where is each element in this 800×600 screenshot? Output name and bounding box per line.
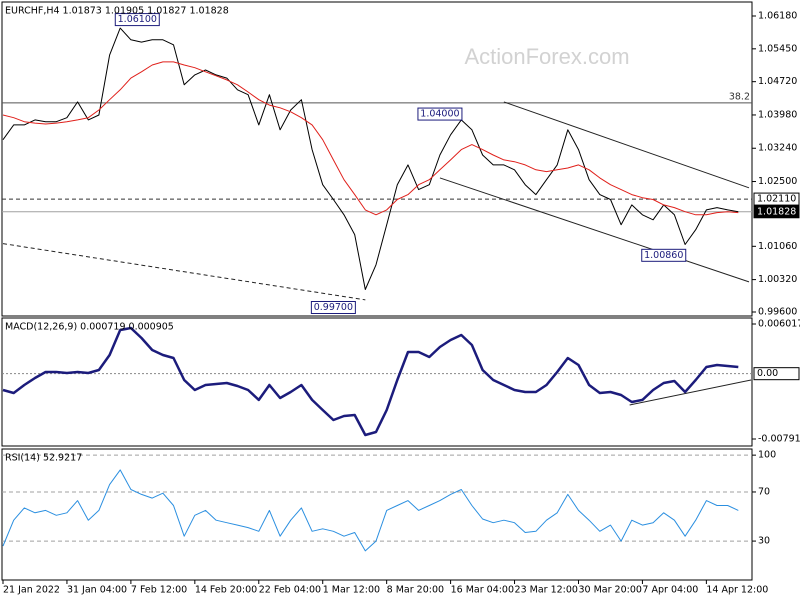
level-label-box: [753, 367, 800, 381]
annotation-box: [310, 300, 356, 314]
x-tick-label: 31 Jan 04:00: [67, 585, 127, 596]
x-tick-label: 14 Feb 20:00: [195, 585, 257, 596]
y-tick-label: -0.007911: [758, 434, 800, 445]
y-tick-label: 1.02500: [758, 176, 797, 187]
level-label-box: [753, 205, 800, 219]
panel-frame: [1, 1, 753, 317]
y-tick-label: 1.05450: [758, 43, 797, 54]
x-tick-label: 22 Feb 04:00: [259, 585, 321, 596]
series-line: [2, 469, 739, 552]
trendline: [2, 243, 366, 301]
series-line: [2, 27, 739, 290]
trendline: [503, 101, 750, 189]
x-tick-label: 16 Mar 04:00: [451, 585, 514, 596]
y-tick-label: 1.03240: [758, 143, 797, 154]
y-tick-label: 1.03980: [758, 109, 797, 120]
y-tick-label: 1.06180: [758, 10, 797, 21]
level-label: 1.02110: [757, 194, 796, 205]
y-tick-label: 0.006017: [758, 319, 800, 330]
panel-frame: [1, 448, 753, 581]
level-label: 0.00: [757, 368, 778, 379]
panel-title: RSI(14) 52.9217: [5, 453, 82, 464]
series-line: [2, 326, 739, 437]
level-label: 1.01828: [757, 206, 796, 217]
x-tick-label: 30 Mar 20:00: [578, 585, 641, 596]
panel-title: MACD(12,26,9) 0.000719 0.000905: [5, 322, 174, 333]
y-tick-label: 0.99600: [758, 306, 797, 317]
trendline: [629, 379, 752, 406]
panel-frame: [1, 317, 753, 447]
x-tick-label: 7 Apr 04:00: [642, 585, 698, 596]
y-tick-label: 70: [758, 486, 770, 497]
y-tick-label: 1.04720: [758, 76, 797, 87]
panel-title: EURCHF,H4 1.01873 1.01905 1.01827 1.0182…: [5, 6, 229, 17]
annotation-box: [114, 13, 160, 27]
annotation-label: 1.00860: [644, 250, 683, 261]
level-label-box: [753, 192, 800, 206]
annotation-label: 1.06100: [118, 14, 157, 25]
series-line: [2, 61, 739, 216]
x-tick-label: 21 Jan 2022: [3, 585, 60, 596]
annotation-box: [641, 248, 687, 262]
watermark: ActionForex.com: [464, 44, 629, 69]
trendline: [439, 177, 750, 283]
y-tick-label: 30: [758, 536, 770, 547]
x-tick-label: 23 Mar 12:00: [515, 585, 578, 596]
x-tick-label: 1 Mar 12:00: [323, 585, 380, 596]
x-tick-label: 7 Feb 12:00: [131, 585, 187, 596]
annotation-label: 0.99700: [314, 302, 353, 313]
y-tick-label: 1.00320: [758, 274, 797, 285]
y-tick-label: 1.01060: [758, 241, 797, 252]
annotation-box: [417, 107, 463, 121]
y-tick-label: 100: [758, 450, 776, 461]
level-label: 38.2: [729, 91, 750, 102]
x-tick-label: 8 Mar 20:00: [387, 585, 444, 596]
annotation-label: 1.04000: [420, 109, 459, 120]
x-tick-label: 14 Apr 12:00: [706, 585, 768, 596]
